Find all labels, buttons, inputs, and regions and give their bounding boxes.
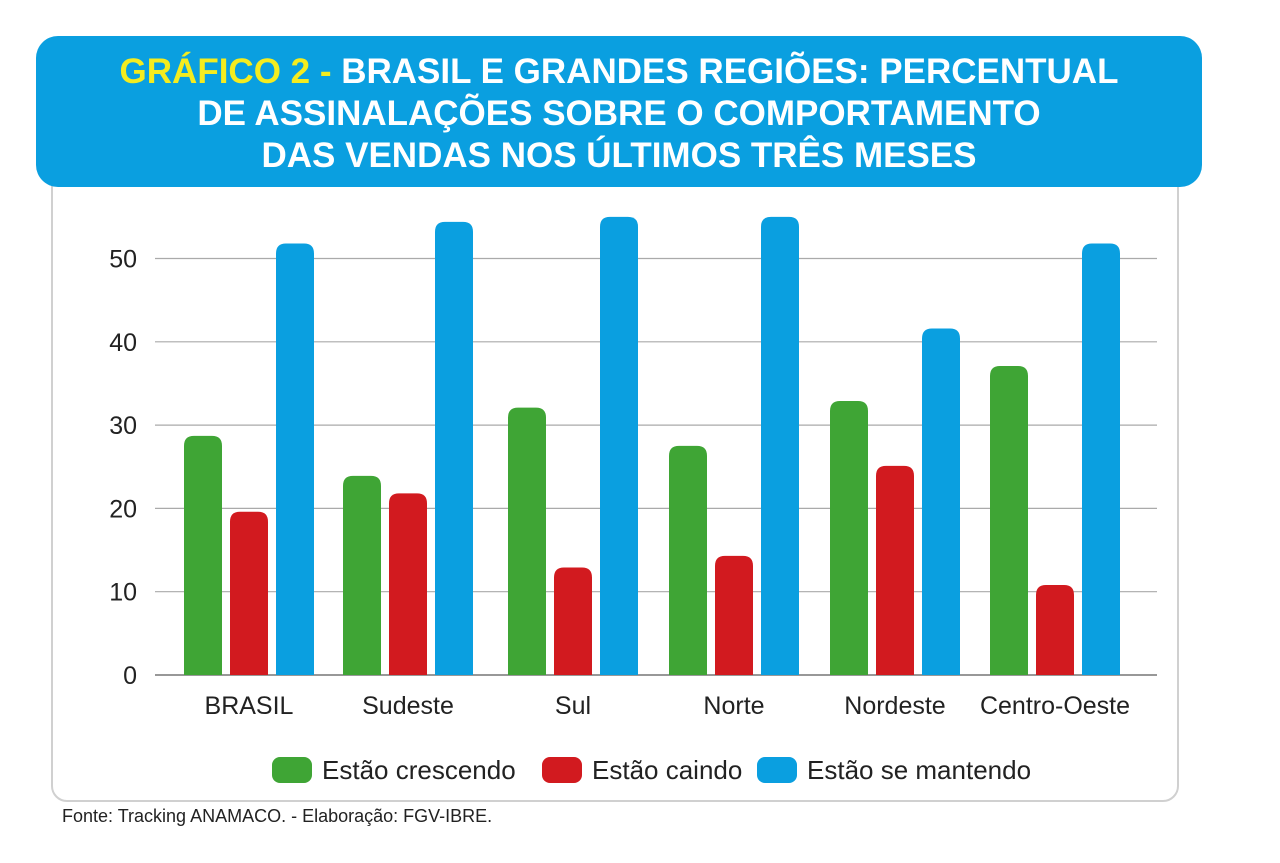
y-tick-label: 50 xyxy=(109,246,137,274)
bar-crescendo xyxy=(343,475,381,675)
bar-mantendo xyxy=(276,243,314,676)
legend-label-caindo: Estão caindo xyxy=(592,754,743,785)
bar-crescendo xyxy=(830,400,868,675)
legend-swatch-green xyxy=(272,757,312,783)
title-line-2: DE ASSINALAÇÕES SOBRE O COMPORTAMENTO xyxy=(197,94,1041,133)
bar-crescendo xyxy=(184,435,222,675)
bar-mantendo xyxy=(435,221,473,675)
bar-mantendo xyxy=(1082,243,1120,676)
legend-label-mantendo: Estão se mantendo xyxy=(807,754,1032,785)
title-text-1: BRASIL E GRANDES REGIÕES: PERCENTUAL xyxy=(341,52,1119,91)
x-category-label: Sul xyxy=(555,692,591,720)
y-tick-label: 0 xyxy=(123,662,137,690)
bar-caindo xyxy=(389,493,427,675)
bar-mantendo xyxy=(761,216,799,675)
legend: Estão crescendo Estão caindo Estão se ma… xyxy=(0,750,1280,790)
y-tick-label: 40 xyxy=(109,329,137,357)
bar-caindo xyxy=(715,555,753,675)
bar-caindo xyxy=(1036,585,1074,675)
chart-number-label: GRÁFICO 2 - xyxy=(119,52,332,91)
bar-caindo xyxy=(876,465,914,675)
legend-label-crescendo: Estão crescendo xyxy=(322,754,516,785)
legend-swatch-blue xyxy=(757,757,797,783)
legend-item-crescendo: Estão crescendo xyxy=(272,750,516,790)
y-tick-label: 30 xyxy=(109,412,137,440)
title-line-1: GRÁFICO 2 - BRASIL E GRANDES REGIÕES: PE… xyxy=(36,51,1202,93)
title-line-3: DAS VENDAS NOS ÚLTIMOS TRÊS MESES xyxy=(261,136,977,175)
bar-mantendo xyxy=(922,328,960,675)
y-tick-label: 20 xyxy=(109,495,137,523)
legend-item-caindo: Estão caindo xyxy=(542,750,742,790)
x-category-label: Sudeste xyxy=(362,692,454,720)
legend-item-mantendo: Estão se mantendo xyxy=(757,750,1031,790)
x-category-label: Centro-Oeste xyxy=(980,692,1130,720)
x-category-label: Nordeste xyxy=(844,692,945,720)
source-note: Fonte: Tracking ANAMACO. - Elaboração: F… xyxy=(62,806,493,826)
x-category-label: BRASIL xyxy=(205,692,294,720)
bar-caindo xyxy=(554,567,592,675)
bar-mantendo xyxy=(600,216,638,675)
bar-crescendo xyxy=(990,365,1028,675)
title-banner: GRÁFICO 2 - BRASIL E GRANDES REGIÕES: PE… xyxy=(36,36,1202,187)
y-tick-label: 10 xyxy=(109,579,137,607)
legend-swatch-red xyxy=(542,757,582,783)
bar-crescendo xyxy=(508,407,546,675)
x-category-label: Norte xyxy=(703,692,764,720)
bar-caindo xyxy=(230,511,268,675)
bar-crescendo xyxy=(669,445,707,675)
